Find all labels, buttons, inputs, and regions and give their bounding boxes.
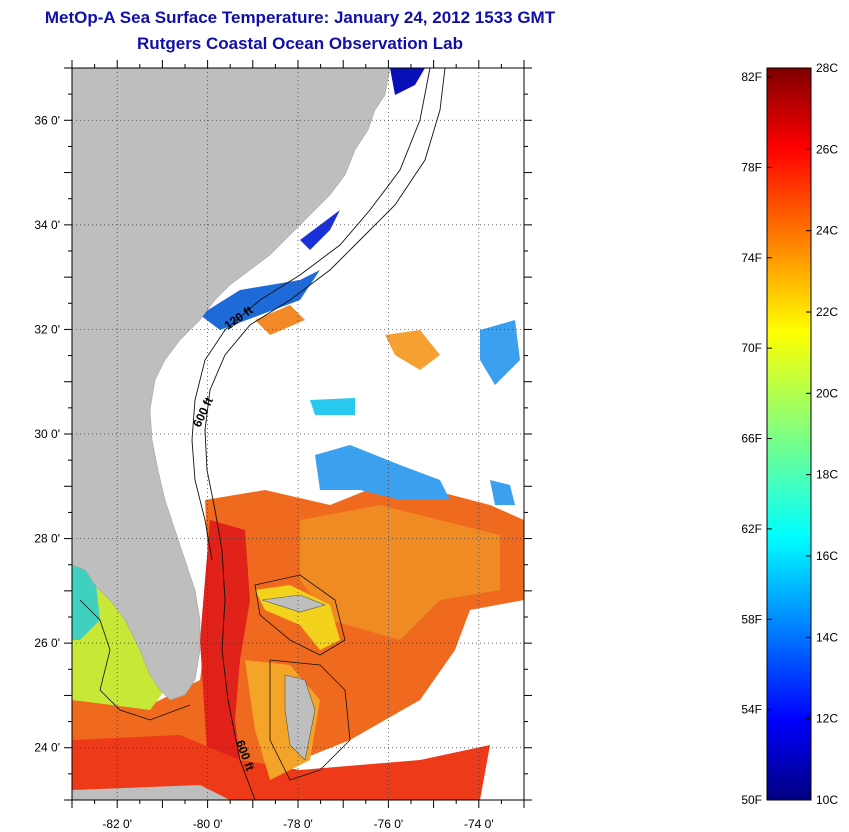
cool-water-patch	[490, 480, 515, 505]
cool-water-patch	[310, 398, 355, 415]
lon-tick-label: -80 0'	[193, 817, 223, 831]
lon-tick-label: -74 0'	[464, 817, 494, 831]
lat-tick-label: 34 0'	[34, 218, 60, 232]
map-subtitle: Rutgers Coastal Ocean Observation Lab	[137, 34, 463, 53]
lon-tick-label: -82 0'	[102, 817, 132, 831]
contour-bank	[254, 574, 346, 656]
gulfstream-red	[200, 520, 250, 800]
coastal-blue	[300, 210, 340, 250]
cool-water-patch	[480, 320, 520, 385]
lon-tick-label: -76 0'	[374, 817, 404, 831]
lat-tick-label: 24 0'	[34, 741, 60, 755]
contour-600ft	[204, 68, 446, 800]
lat-tick-label: 36 0'	[34, 113, 60, 127]
lon-tick-label: -78 0'	[283, 817, 313, 831]
land-us-coast	[72, 68, 391, 701]
map-title: MetOp-A Sea Surface Temperature: January…	[44, 8, 556, 27]
contour-gulf	[79, 599, 191, 721]
warm-water-orange	[300, 505, 500, 640]
land-cuba	[72, 785, 230, 800]
contour-bank	[269, 659, 351, 781]
lat-tick-label: 30 0'	[34, 427, 60, 441]
lat-tick-label: 32 0'	[34, 322, 60, 336]
lat-tick-label: 28 0'	[34, 532, 60, 546]
lat-tick-label: 26 0'	[34, 636, 60, 650]
contour-120ft	[191, 68, 431, 561]
cool-water-patch	[385, 330, 440, 370]
shelf-warm-water	[255, 305, 305, 335]
land-andros-island	[284, 674, 316, 761]
land-grand-bahama	[261, 594, 326, 613]
northeast-blue-corner	[390, 68, 425, 95]
cool-water-patch	[315, 445, 450, 500]
